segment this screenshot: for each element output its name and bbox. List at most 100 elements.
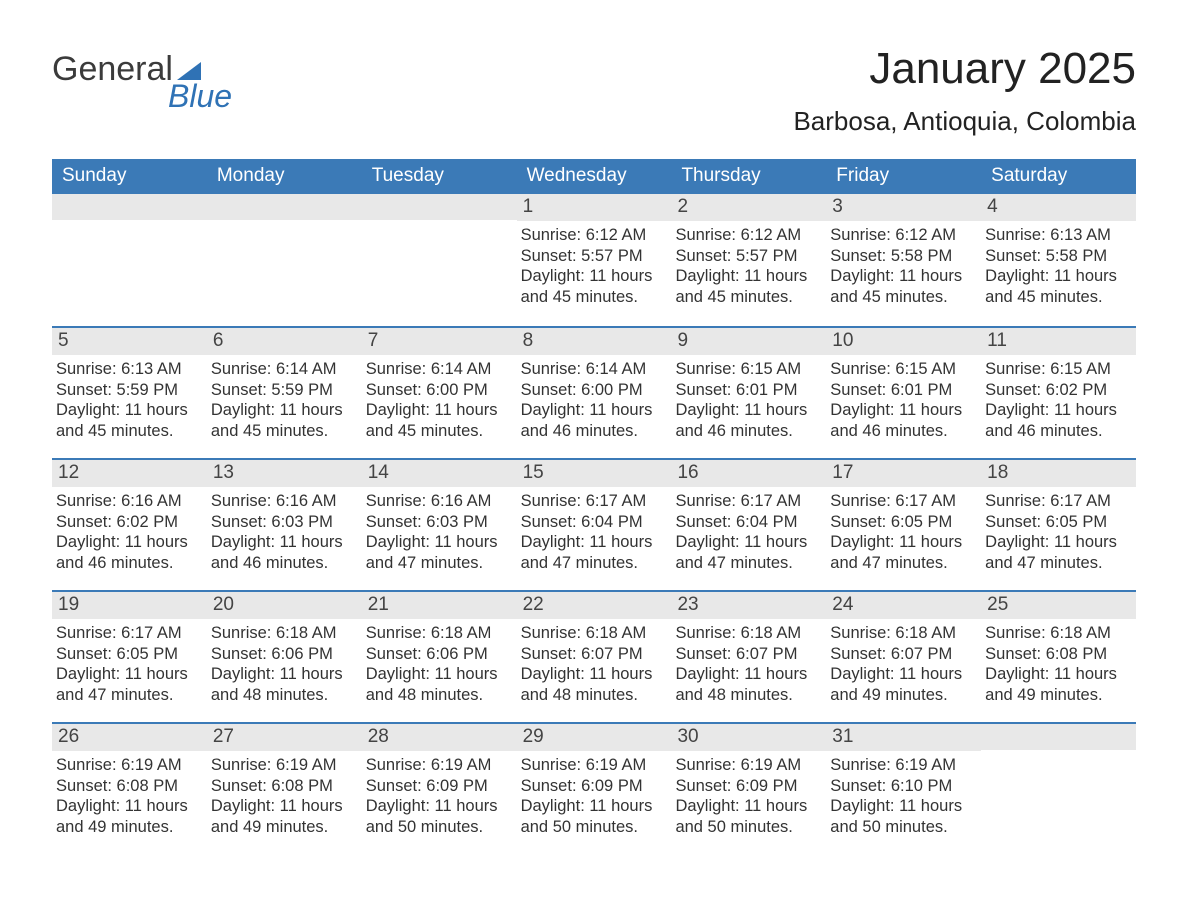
sunset-line: Sunset: 6:07 PM: [521, 644, 666, 665]
daylight-line: Daylight: 11 hours and 45 minutes.: [985, 266, 1130, 307]
day-number: 15: [517, 460, 672, 487]
day-number: 5: [52, 328, 207, 355]
sunset-line-value: 5:59 PM: [271, 381, 332, 399]
day-details: Sunrise: 6:18 AMSunset: 6:08 PMDaylight:…: [983, 623, 1132, 706]
sunset-line-value: 6:05 PM: [117, 645, 178, 663]
sunrise-line-label: Sunrise:: [675, 226, 740, 244]
sunrise-line-label: Sunrise:: [56, 492, 121, 510]
sunrise-line-value: 6:17 AM: [121, 624, 182, 642]
sunrise-line: Sunrise: 6:15 AM: [675, 359, 820, 380]
sunrise-line: Sunrise: 6:19 AM: [521, 755, 666, 776]
daylight-line-label: Daylight:: [675, 401, 744, 419]
sunrise-line-value: 6:13 AM: [121, 360, 182, 378]
daylight-line-label: Daylight:: [830, 665, 899, 683]
sunset-line-label: Sunset:: [675, 645, 736, 663]
sunset-line: Sunset: 6:09 PM: [521, 776, 666, 797]
week-row: 1Sunrise: 6:12 AMSunset: 5:57 PMDaylight…: [52, 194, 1136, 326]
sunrise-line-label: Sunrise:: [985, 624, 1050, 642]
day-cell: 1Sunrise: 6:12 AMSunset: 5:57 PMDaylight…: [517, 194, 672, 326]
day-number: [52, 194, 207, 220]
day-cell-blank: [52, 194, 207, 326]
sunrise-line: Sunrise: 6:14 AM: [366, 359, 511, 380]
sunset-line-label: Sunset:: [985, 513, 1046, 531]
day-cell: 2Sunrise: 6:12 AMSunset: 5:57 PMDaylight…: [671, 194, 826, 326]
sunset-line-label: Sunset:: [366, 645, 427, 663]
daylight-line-label: Daylight:: [56, 401, 125, 419]
daylight-line-label: Daylight:: [521, 797, 590, 815]
sunset-line-label: Sunset:: [985, 381, 1046, 399]
day-cell: 15Sunrise: 6:17 AMSunset: 6:04 PMDayligh…: [517, 460, 672, 590]
daylight-line-label: Daylight:: [830, 533, 899, 551]
sunrise-line-value: 6:12 AM: [586, 226, 647, 244]
sunset-line-label: Sunset:: [675, 513, 736, 531]
sunset-line-value: 6:01 PM: [891, 381, 952, 399]
sunset-line-label: Sunset:: [56, 513, 117, 531]
sunrise-line-value: 6:19 AM: [276, 756, 337, 774]
sunrise-line-label: Sunrise:: [56, 756, 121, 774]
sunrise-line-label: Sunrise:: [366, 360, 431, 378]
daylight-line-label: Daylight:: [366, 401, 435, 419]
sunset-line-label: Sunset:: [830, 645, 891, 663]
sunset-line: Sunset: 6:07 PM: [675, 644, 820, 665]
daylight-line: Daylight: 11 hours and 45 minutes.: [211, 400, 356, 441]
sunset-line-label: Sunset:: [211, 645, 272, 663]
week-row: 26Sunrise: 6:19 AMSunset: 6:08 PMDayligh…: [52, 722, 1136, 854]
sunset-line-label: Sunset:: [675, 381, 736, 399]
sunset-line-label: Sunset:: [830, 513, 891, 531]
sunrise-line-value: 6:18 AM: [586, 624, 647, 642]
sunrise-line: Sunrise: 6:18 AM: [985, 623, 1130, 644]
sunset-line: Sunset: 6:05 PM: [985, 512, 1130, 533]
sunrise-line: Sunrise: 6:19 AM: [675, 755, 820, 776]
daylight-line-label: Daylight:: [211, 665, 280, 683]
daylight-line: Daylight: 11 hours and 49 minutes.: [211, 796, 356, 837]
daylight-line: Daylight: 11 hours and 48 minutes.: [211, 664, 356, 705]
day-number: 16: [671, 460, 826, 487]
sunrise-line-value: 6:19 AM: [741, 756, 802, 774]
day-details: Sunrise: 6:18 AMSunset: 6:07 PMDaylight:…: [519, 623, 668, 706]
dow-cell: Saturday: [981, 159, 1136, 194]
daylight-line: Daylight: 11 hours and 50 minutes.: [521, 796, 666, 837]
day-cell: 13Sunrise: 6:16 AMSunset: 6:03 PMDayligh…: [207, 460, 362, 590]
daylight-line: Daylight: 11 hours and 50 minutes.: [366, 796, 511, 837]
day-cell: 12Sunrise: 6:16 AMSunset: 6:02 PMDayligh…: [52, 460, 207, 590]
sunrise-line: Sunrise: 6:18 AM: [521, 623, 666, 644]
day-details: Sunrise: 6:16 AMSunset: 6:03 PMDaylight:…: [209, 491, 358, 574]
sunrise-line-value: 6:14 AM: [586, 360, 647, 378]
day-cell: 18Sunrise: 6:17 AMSunset: 6:05 PMDayligh…: [981, 460, 1136, 590]
day-details: Sunrise: 6:18 AMSunset: 6:06 PMDaylight:…: [209, 623, 358, 706]
day-details: Sunrise: 6:17 AMSunset: 6:04 PMDaylight:…: [673, 491, 822, 574]
day-number: 1: [517, 194, 672, 221]
logo-word-2: Blue: [168, 80, 232, 112]
dow-cell: Sunday: [52, 159, 207, 194]
daylight-line-label: Daylight:: [521, 267, 590, 285]
day-number: 8: [517, 328, 672, 355]
sunset-line-value: 6:04 PM: [736, 513, 797, 531]
day-cell: 17Sunrise: 6:17 AMSunset: 6:05 PMDayligh…: [826, 460, 981, 590]
sunrise-line: Sunrise: 6:16 AM: [211, 491, 356, 512]
week-row: 12Sunrise: 6:16 AMSunset: 6:02 PMDayligh…: [52, 458, 1136, 590]
sunset-line-value: 6:06 PM: [426, 645, 487, 663]
day-number: 31: [826, 724, 981, 751]
sunrise-line-label: Sunrise:: [211, 624, 276, 642]
dow-cell: Monday: [207, 159, 362, 194]
sunrise-line: Sunrise: 6:19 AM: [211, 755, 356, 776]
sunset-line: Sunset: 5:58 PM: [830, 246, 975, 267]
sunrise-line-label: Sunrise:: [830, 492, 895, 510]
sunrise-line-label: Sunrise:: [675, 624, 740, 642]
day-number: [207, 194, 362, 220]
sunset-line-label: Sunset:: [521, 645, 582, 663]
sunrise-line: Sunrise: 6:18 AM: [366, 623, 511, 644]
sunrise-line: Sunrise: 6:19 AM: [830, 755, 975, 776]
sunrise-line-label: Sunrise:: [366, 756, 431, 774]
day-details: Sunrise: 6:14 AMSunset: 5:59 PMDaylight:…: [209, 359, 358, 442]
sunset-line-label: Sunset:: [985, 247, 1046, 265]
sunrise-line-label: Sunrise:: [985, 226, 1050, 244]
sunrise-line-value: 6:18 AM: [431, 624, 492, 642]
daylight-line: Daylight: 11 hours and 47 minutes.: [830, 532, 975, 573]
sunset-line-value: 5:58 PM: [1046, 247, 1107, 265]
day-number: 26: [52, 724, 207, 751]
sunrise-line: Sunrise: 6:18 AM: [675, 623, 820, 644]
sunset-line-value: 6:04 PM: [581, 513, 642, 531]
sunrise-line-label: Sunrise:: [675, 360, 740, 378]
daylight-line: Daylight: 11 hours and 46 minutes.: [985, 400, 1130, 441]
